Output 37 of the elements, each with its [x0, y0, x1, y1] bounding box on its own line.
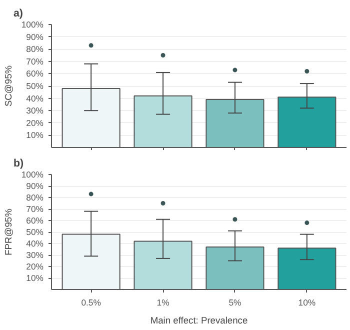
point [160, 201, 166, 206]
y-tick-label: 50% [26, 81, 44, 91]
y-tick-label: 80% [26, 192, 44, 202]
y-tick-label: 20% [26, 118, 44, 128]
chart-title: b) [14, 158, 24, 170]
point [88, 43, 94, 48]
y-tick-label: 70% [26, 56, 44, 66]
y-tick-label: 90% [26, 32, 44, 42]
y-axis-title: FPR@95% [3, 208, 14, 256]
y-tick-label: 40% [26, 93, 44, 104]
y-tick-label: 80% [26, 44, 44, 54]
y-axis-title: SC@95% [3, 65, 14, 107]
y-tick-label: 10% [26, 130, 44, 140]
y-tick-label: 60% [26, 216, 44, 226]
chart-title: a) [14, 8, 24, 20]
x-tick-label: 5% [228, 298, 242, 308]
x-tick-label: 0.5% [81, 298, 102, 308]
y-tick-label: 70% [26, 204, 44, 214]
y-tick-label: 10% [26, 273, 44, 283]
y-tick-label: 40% [26, 238, 44, 248]
y-tick-label: 100% [21, 20, 44, 30]
point [304, 220, 310, 226]
point [232, 217, 238, 222]
x-axis-title: Main effect: Prevalence [150, 316, 248, 326]
y-tick-label: 60% [26, 68, 44, 79]
point [304, 68, 310, 74]
y-tick-label: 30% [26, 106, 44, 116]
point [88, 192, 94, 196]
x-tick-label: 10% [298, 298, 316, 308]
y-tick-label: 90% [26, 181, 44, 191]
y-tick-label: 30% [26, 250, 44, 260]
point [160, 53, 166, 58]
y-tick-label: 100% [21, 170, 44, 180]
point [232, 68, 238, 72]
x-tick-label: 1% [156, 298, 170, 308]
y-tick-label: 50% [26, 227, 44, 237]
y-tick-label: 20% [26, 262, 44, 272]
